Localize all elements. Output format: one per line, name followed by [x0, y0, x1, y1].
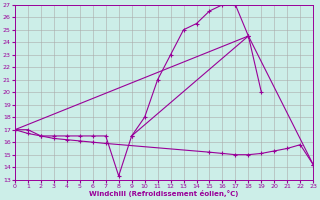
X-axis label: Windchill (Refroidissement éolien,°C): Windchill (Refroidissement éolien,°C): [89, 190, 239, 197]
